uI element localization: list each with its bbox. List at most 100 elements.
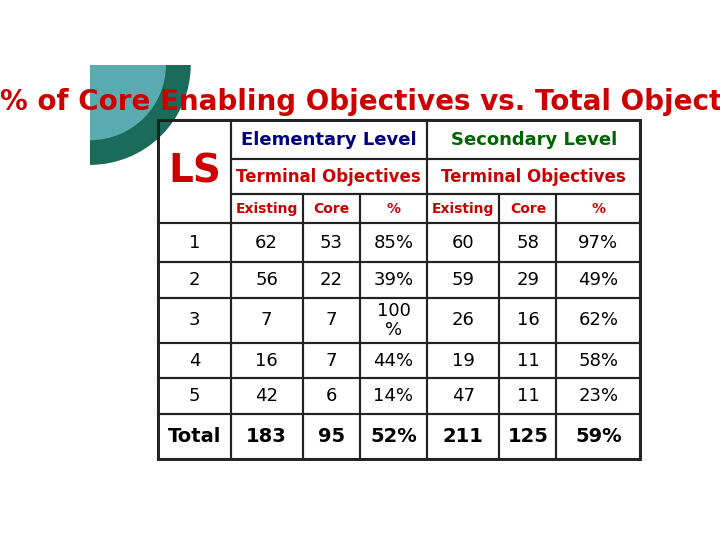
Bar	[230, 414, 303, 459]
Text: 49%: 49%	[578, 271, 618, 289]
Bar	[427, 414, 500, 459]
Bar	[427, 343, 500, 379]
Bar	[500, 224, 557, 262]
Text: 42: 42	[255, 387, 278, 405]
Text: 11: 11	[516, 352, 539, 369]
Text: 23%: 23%	[578, 387, 618, 405]
Text: 1: 1	[189, 234, 200, 252]
Bar	[303, 298, 360, 343]
Bar	[158, 120, 640, 459]
Bar	[360, 224, 427, 262]
Bar	[557, 224, 640, 262]
Bar	[427, 120, 640, 159]
Bar	[500, 298, 557, 343]
Text: 97%: 97%	[578, 234, 618, 252]
Bar	[303, 194, 360, 224]
Text: 95: 95	[318, 427, 345, 446]
Bar	[303, 414, 360, 459]
Text: %: %	[591, 202, 606, 216]
Text: Total: Total	[168, 427, 221, 446]
Bar	[230, 120, 427, 159]
Text: Terminal Objectives: Terminal Objectives	[441, 168, 626, 186]
Text: 7: 7	[325, 311, 337, 329]
Bar	[500, 414, 557, 459]
Text: 4: 4	[189, 352, 200, 369]
Text: 58%: 58%	[578, 352, 618, 369]
Bar	[500, 379, 557, 414]
Bar	[230, 343, 303, 379]
Text: Secondary Level: Secondary Level	[451, 131, 617, 149]
Text: LS: LS	[168, 153, 221, 191]
Bar	[360, 379, 427, 414]
Bar	[230, 224, 303, 262]
Bar	[303, 343, 360, 379]
Bar	[360, 194, 427, 224]
Text: 29: 29	[516, 271, 539, 289]
Bar	[427, 194, 500, 224]
Text: 7: 7	[261, 311, 272, 329]
Wedge shape	[90, 65, 166, 140]
Text: 2: 2	[189, 271, 200, 289]
Wedge shape	[90, 65, 191, 165]
Text: 14%: 14%	[374, 387, 413, 405]
Text: 62%: 62%	[578, 311, 618, 329]
Bar	[158, 120, 230, 224]
Text: 16: 16	[256, 352, 278, 369]
Bar	[557, 414, 640, 459]
Bar	[303, 262, 360, 298]
Bar	[158, 262, 230, 298]
Text: 3: 3	[189, 311, 200, 329]
Bar	[427, 159, 640, 194]
Text: 7: 7	[325, 352, 337, 369]
Bar	[427, 298, 500, 343]
Bar	[557, 343, 640, 379]
Bar	[158, 414, 230, 459]
Bar	[500, 343, 557, 379]
Text: %: %	[387, 202, 400, 216]
Bar	[158, 224, 230, 262]
Text: 39%: 39%	[374, 271, 413, 289]
Text: 125: 125	[508, 427, 549, 446]
Text: 183: 183	[246, 427, 287, 446]
Bar	[360, 414, 427, 459]
Bar	[158, 298, 230, 343]
Bar	[427, 262, 500, 298]
Text: 19: 19	[452, 352, 474, 369]
Text: 100
%: 100 %	[377, 302, 410, 339]
Text: Existing: Existing	[235, 202, 298, 216]
Bar	[303, 224, 360, 262]
Text: 56: 56	[255, 271, 278, 289]
Text: 59: 59	[452, 271, 474, 289]
Bar	[158, 379, 230, 414]
Bar	[557, 298, 640, 343]
Bar	[230, 262, 303, 298]
Bar	[500, 194, 557, 224]
Text: 211: 211	[443, 427, 484, 446]
Text: 47: 47	[452, 387, 474, 405]
Text: % of Core Enabling Objectives vs. Total Objectives: % of Core Enabling Objectives vs. Total …	[0, 88, 720, 116]
Text: 52%: 52%	[370, 427, 417, 446]
Bar	[360, 298, 427, 343]
Text: 62: 62	[255, 234, 278, 252]
Bar	[230, 298, 303, 343]
Text: 22: 22	[320, 271, 343, 289]
Text: 53: 53	[320, 234, 343, 252]
Bar	[500, 262, 557, 298]
Text: 85%: 85%	[374, 234, 413, 252]
Text: 6: 6	[325, 387, 337, 405]
Text: 16: 16	[516, 311, 539, 329]
Text: Core: Core	[313, 202, 349, 216]
Bar	[230, 159, 427, 194]
Text: 58: 58	[516, 234, 539, 252]
Text: 44%: 44%	[374, 352, 413, 369]
Text: 11: 11	[516, 387, 539, 405]
Text: 60: 60	[452, 234, 474, 252]
Bar	[427, 379, 500, 414]
Bar	[360, 343, 427, 379]
Bar	[557, 379, 640, 414]
Text: Terminal Objectives: Terminal Objectives	[236, 168, 421, 186]
Bar	[557, 262, 640, 298]
Text: 26: 26	[452, 311, 474, 329]
Bar	[230, 379, 303, 414]
Bar	[230, 194, 303, 224]
